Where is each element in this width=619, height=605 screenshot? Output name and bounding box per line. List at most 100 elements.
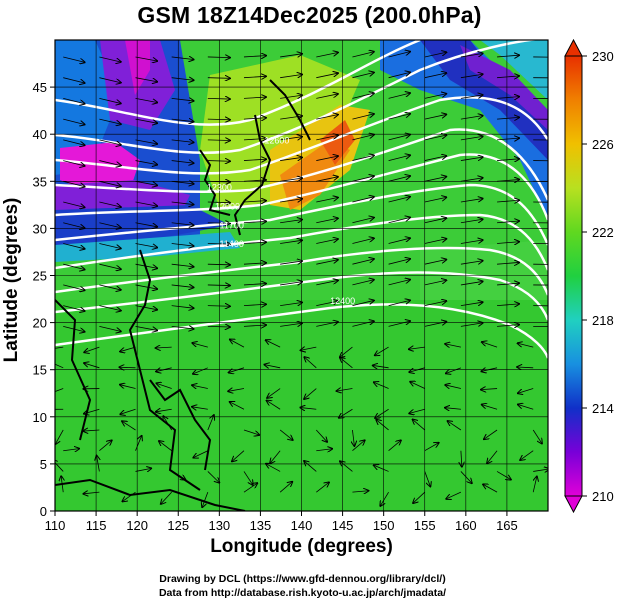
wind-arrow	[315, 429, 327, 442]
wind-arrow	[135, 118, 158, 123]
wind-arrow	[192, 343, 208, 348]
wind-arrow	[380, 491, 389, 506]
contour-label: 11700	[219, 220, 243, 230]
height-contour	[55, 96, 548, 175]
wind-arrow	[135, 56, 158, 61]
wind-arrow	[55, 363, 64, 369]
wind-arrow	[230, 402, 245, 410]
wind-arrow	[243, 56, 266, 57]
wind-arrow	[445, 385, 461, 389]
wind-arrow	[280, 95, 302, 98]
wind-arrow	[413, 420, 426, 431]
wind-arrow	[97, 456, 100, 472]
wind-arrow	[497, 55, 519, 57]
wind-arrow	[424, 156, 446, 161]
wind-arrow	[460, 136, 483, 141]
wind-arrow	[99, 284, 120, 290]
wind-arrow	[99, 222, 120, 228]
wind-arrow	[518, 343, 534, 348]
y-tick-label: 35	[33, 174, 47, 189]
wind-arrow	[63, 160, 84, 166]
contour-label: 12600	[264, 136, 289, 146]
wind-arrow	[280, 323, 302, 326]
wind-arrow	[63, 139, 84, 145]
colorbar-tick-label: 230	[592, 49, 614, 64]
wind-arrow	[460, 471, 472, 483]
y-axis-label: Latitude (degrees)	[1, 197, 22, 363]
wind-arrow	[63, 180, 84, 186]
wind-arrow	[388, 217, 410, 224]
wind-arrow	[55, 388, 64, 393]
colorbar-ticks: 210 214 218 222 226 230	[582, 49, 614, 504]
wind-arrow	[424, 280, 446, 286]
wind-arrow	[280, 75, 302, 78]
wind-arrow	[192, 385, 208, 388]
wind-arrow	[243, 201, 266, 202]
wind-arrow	[460, 116, 483, 120]
wind-arrow	[460, 74, 483, 79]
wind-arrow	[55, 429, 64, 444]
wind-arrow	[171, 140, 194, 143]
wind-arrow	[135, 77, 158, 82]
wind-arrow	[99, 77, 120, 83]
wind-arrow	[484, 429, 498, 439]
wind-arrow	[316, 94, 338, 99]
y-tick-label: 25	[33, 269, 47, 284]
wind-arrow	[207, 243, 230, 244]
wind-arrow	[207, 285, 230, 286]
wind-arrow	[460, 240, 483, 244]
colorbar-min-triangle	[564, 495, 583, 514]
colorbar-body	[564, 55, 583, 497]
y-tick-label: 10	[33, 410, 47, 425]
colorbar-tick-label: 214	[592, 401, 614, 416]
wind-arrow	[445, 344, 461, 347]
wind-arrow	[424, 260, 446, 265]
wind-arrow	[280, 178, 302, 181]
wind-arrow	[304, 461, 317, 472]
wind-arrow	[388, 72, 410, 79]
wind-arrow	[460, 219, 483, 224]
wind-arrow	[207, 98, 230, 99]
coastline-sakhalin	[269, 79, 311, 141]
wind-arrow	[171, 202, 194, 205]
wind-arrow	[232, 450, 245, 462]
wind-arrow	[482, 405, 498, 410]
wind-arrow	[193, 367, 208, 374]
wind-arrow	[63, 56, 84, 62]
wind-arrow	[243, 429, 259, 435]
chart-title: GSM 18Z14Dec2025 (200.0hPa)	[137, 2, 482, 28]
wind-arrow	[207, 57, 230, 58]
wind-arrow	[84, 346, 100, 352]
wind-arrow	[243, 471, 253, 484]
wind-arrow	[120, 385, 136, 389]
wind-arrow	[99, 201, 120, 207]
wind-arrow	[532, 429, 542, 443]
wind-arrow	[207, 78, 230, 79]
wind-arrow	[533, 469, 548, 471]
wind-arrow	[446, 491, 462, 499]
wind-arrow	[135, 160, 158, 165]
wind-arrow	[63, 449, 79, 451]
wind-arrow	[280, 240, 302, 243]
wind-arrow	[122, 421, 136, 431]
wind-arrow	[243, 76, 266, 77]
wind-arrow	[388, 197, 410, 203]
wind-arrow	[157, 383, 172, 389]
wind-arrow	[497, 200, 519, 202]
wind-arrow	[243, 483, 257, 493]
wind-arrow	[280, 261, 302, 264]
wind-arrow	[424, 197, 446, 203]
wind-arrow	[424, 443, 439, 452]
height-contour	[55, 153, 548, 221]
wind-arrow	[352, 321, 373, 327]
wind-arrow	[267, 401, 281, 410]
wind-arrow	[316, 198, 338, 203]
wind-arrow	[267, 388, 281, 398]
wind-arrow	[243, 138, 266, 139]
wind-arrow	[497, 283, 519, 285]
wind-arrow	[55, 460, 64, 472]
x-tick-label: 155	[414, 518, 436, 533]
colorbar-tick-label: 222	[592, 225, 614, 240]
coastline-philippines	[149, 379, 212, 471]
wind-arrow	[207, 415, 214, 431]
